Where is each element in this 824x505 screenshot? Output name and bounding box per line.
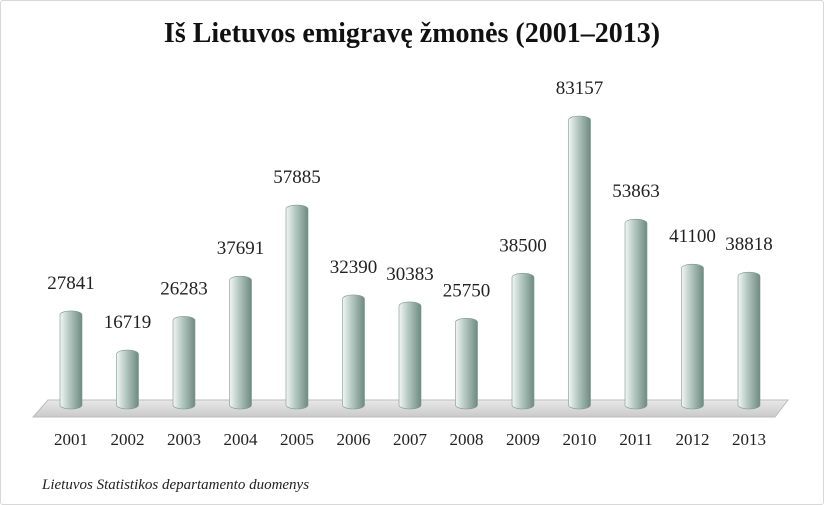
bar-2008: [455, 317, 478, 410]
tick-label-2011: 2011: [619, 430, 652, 449]
chart-title: Iš Lietuvos emigravę žmonės (2001–2013): [163, 18, 661, 49]
value-label-2013: 38818: [725, 234, 773, 255]
bar-2005: [285, 204, 309, 410]
value-label-2002: 16719: [104, 312, 152, 333]
tick-label-2009: 2009: [506, 430, 540, 449]
value-label-2011: 53863: [612, 181, 660, 202]
tick-label-2012: 2012: [676, 430, 710, 449]
value-labels-group: 27841 16719 26283 37691 57885 32390 30383 25750…: [47, 78, 773, 333]
tick-labels-group: 2001 2002 2003 2004 2005 2006 2007 2008 2009 2010…: [54, 430, 766, 449]
tick-label-2013: 2013: [732, 430, 766, 449]
bar-2007: [398, 301, 422, 410]
tick-label-2005: 2005: [280, 430, 314, 449]
tick-label-2004: 2004: [224, 430, 259, 449]
bar-2002: [116, 349, 139, 410]
tick-label-2007: 2007: [393, 430, 428, 449]
tick-label-2006: 2006: [337, 430, 371, 449]
bar-2010: [568, 115, 591, 410]
tick-label-2010: 2010: [563, 430, 597, 449]
value-label-2009: 38500: [499, 235, 547, 256]
bar-2001: [59, 310, 83, 410]
bar-2009: [511, 273, 535, 410]
value-label-2007: 30383: [386, 264, 434, 285]
value-label-2006: 32390: [330, 257, 378, 278]
bar-2004: [229, 275, 252, 410]
bar-2013: [737, 271, 761, 410]
bar-2006: [342, 294, 365, 410]
bar-2012: [681, 263, 704, 410]
value-label-2008: 25750: [443, 280, 491, 301]
value-label-2004: 37691: [217, 238, 265, 259]
bars-group: [59, 115, 761, 410]
tick-label-2002: 2002: [111, 430, 145, 449]
value-label-2005: 57885: [273, 167, 321, 188]
value-label-2003: 26283: [160, 278, 208, 299]
source-note: Lietuvos Statistikos departamento duomen…: [42, 477, 310, 493]
bar-2003: [172, 316, 196, 410]
bar-2011: [624, 218, 648, 410]
tick-label-2003: 2003: [167, 430, 201, 449]
value-label-2012: 41100: [669, 226, 716, 247]
value-label-2001: 27841: [47, 273, 95, 294]
tick-label-2001: 2001: [54, 430, 88, 449]
value-label-2010: 83157: [556, 78, 604, 99]
tick-label-2008: 2008: [450, 430, 484, 449]
